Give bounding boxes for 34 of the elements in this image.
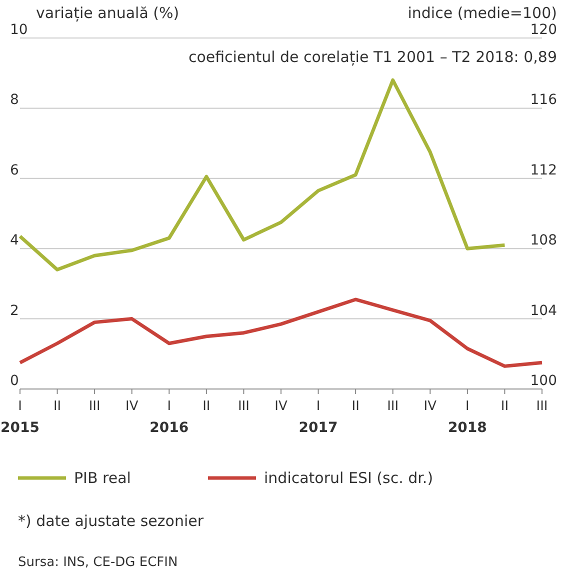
x-tick-label: I 2018 [448,399,487,436]
y-tick-label: 2 [10,302,19,319]
y-tick-label: 8 [10,92,19,108]
legend-label: indicatorul ESI (sc. dr.) [264,469,434,487]
x-tick-label: II [53,399,62,414]
x-tick-label: III [88,399,100,414]
y-tick-label: 0 [10,373,19,389]
x-tick-label: IV [125,399,138,414]
x-tick-label: II [202,399,210,414]
y2-tick-label: 108 [530,232,557,249]
y-tick-label: 10 [10,22,28,38]
text: Sursa: INS, CE-DG ECFIN [18,555,178,570]
x-tick-label: III [387,399,399,414]
x-tick-label: III [536,399,548,414]
x-tick-label: I 2016 [150,399,189,436]
y2-axis-title: indice (medie=100) [408,4,557,22]
y2-tick-label: 120 [530,22,557,38]
y-axis-title: variație anuală (%) [36,4,180,22]
x-tick-label: IV [424,399,437,414]
x-tick-label: II [352,399,360,414]
x-tick-label: I 2015 [0,399,40,436]
x-tick-label: IV [274,399,288,414]
y2-tick-label: 116 [530,92,558,108]
legend-label: PIB real [74,469,131,487]
text: *) date ajustate sezonier [18,512,204,530]
y-tick-label: 6 [10,162,19,178]
x-tick-label: I 2017 [298,399,338,436]
y2-tick-label: 112 [530,162,557,178]
y2-tick-label: 104 [530,302,558,319]
x-tick-label: II [500,399,509,414]
y-tick-label: 4 [10,232,19,249]
y2-tick-label: 100 [530,373,557,389]
x-tick-label: III [238,399,250,414]
annotation: coeficientul de corelație T1 2001 – T2 2018: 0,89 [188,48,557,66]
